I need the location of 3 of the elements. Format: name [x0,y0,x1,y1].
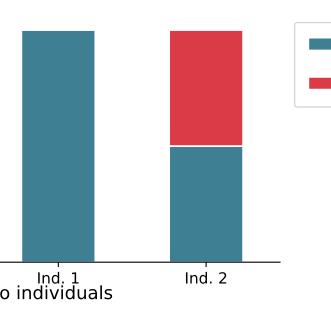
x-axis-title: o individuals [0,285,112,300]
x-tick-label: Ind. 2 [186,272,226,284]
x-tick-label: Ind. 1 [38,272,79,284]
